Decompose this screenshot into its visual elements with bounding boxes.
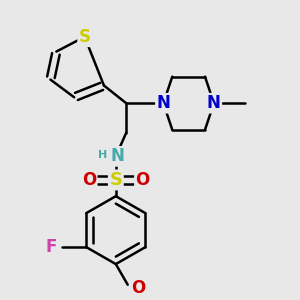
Text: F: F [45, 238, 56, 256]
Text: N: N [207, 94, 221, 112]
Text: N: N [156, 94, 170, 112]
Text: H: H [98, 150, 107, 160]
Text: S: S [79, 28, 91, 46]
Text: O: O [82, 171, 96, 189]
Text: O: O [135, 171, 150, 189]
Text: N: N [110, 147, 124, 165]
Text: S: S [109, 171, 122, 189]
Text: O: O [131, 279, 145, 297]
